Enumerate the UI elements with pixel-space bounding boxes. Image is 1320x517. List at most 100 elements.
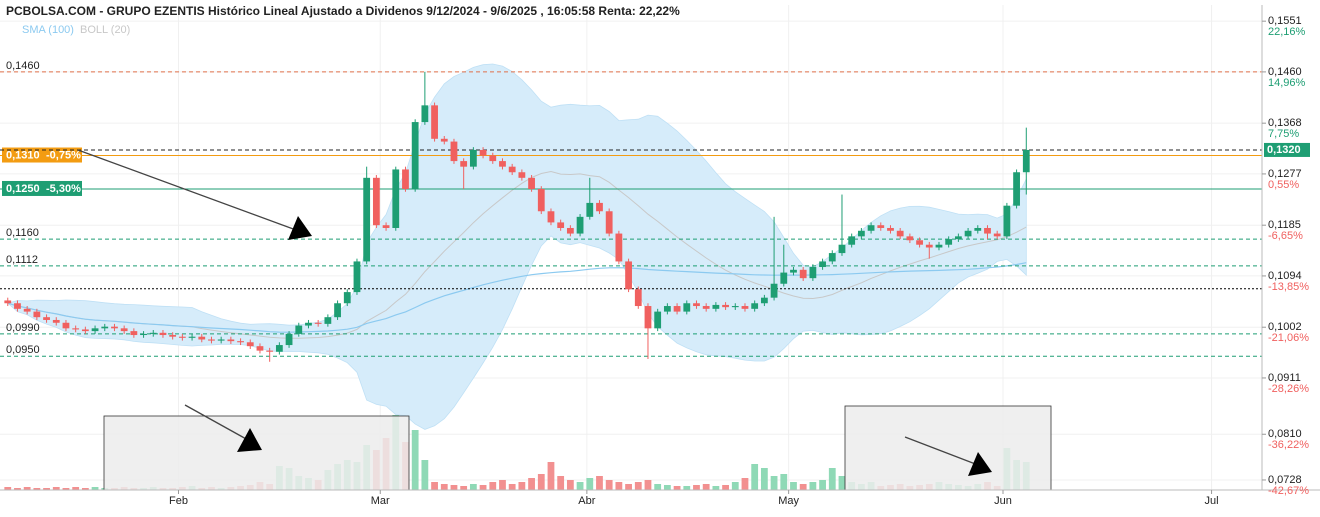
volume-bar bbox=[799, 484, 807, 490]
candle-body bbox=[518, 172, 526, 178]
volume-bar bbox=[673, 486, 681, 490]
level-label: 0,0950 bbox=[6, 344, 40, 356]
candle-body bbox=[372, 177, 380, 226]
candle-body bbox=[993, 233, 1001, 237]
candle-body bbox=[615, 233, 623, 262]
candle-body bbox=[198, 336, 206, 340]
candle-body bbox=[819, 261, 826, 268]
volume-bar bbox=[450, 485, 458, 490]
y-tick-return: -42,67% bbox=[1268, 485, 1309, 497]
volume-bar bbox=[62, 488, 70, 490]
candle-body bbox=[91, 328, 99, 332]
candle-body bbox=[237, 341, 244, 343]
candle-body bbox=[411, 122, 419, 189]
candle-body bbox=[460, 161, 468, 167]
y-tick-return: -36,22% bbox=[1268, 439, 1309, 451]
volume-bar bbox=[508, 484, 516, 490]
volume-bar bbox=[712, 486, 720, 490]
level-label: 0,1460 bbox=[6, 60, 40, 72]
volume-bar bbox=[489, 482, 497, 490]
volume-bar bbox=[547, 462, 555, 490]
candle-body bbox=[576, 216, 584, 234]
volume-bar bbox=[431, 482, 438, 490]
x-tick-label: Mar bbox=[371, 495, 390, 507]
candle-body bbox=[1022, 149, 1030, 173]
candle-body bbox=[324, 317, 332, 324]
candle-body bbox=[81, 329, 89, 332]
candle-body bbox=[625, 261, 632, 290]
volume-bar bbox=[72, 487, 80, 490]
candle-body bbox=[111, 326, 118, 329]
volume-bar bbox=[528, 478, 535, 490]
candle-body bbox=[760, 297, 768, 304]
candle-body bbox=[23, 308, 31, 312]
candle-body bbox=[654, 311, 662, 329]
x-tick-label: Feb bbox=[169, 495, 188, 507]
volume-bar bbox=[780, 474, 788, 490]
annotation-box bbox=[844, 405, 1052, 491]
candle-body bbox=[887, 227, 894, 231]
level-label: 0,1112 bbox=[6, 254, 38, 266]
annotation-arrows bbox=[77, 149, 992, 476]
candle-body bbox=[382, 225, 390, 228]
candle-body bbox=[508, 166, 516, 173]
candle-body bbox=[974, 227, 982, 231]
volume-bar bbox=[644, 480, 652, 490]
candle-body bbox=[663, 306, 671, 312]
candle-body bbox=[149, 332, 157, 334]
candle-body bbox=[33, 311, 41, 318]
annotation-box bbox=[103, 415, 410, 491]
arrow bbox=[77, 149, 297, 231]
candle-body bbox=[634, 289, 642, 307]
candle-body bbox=[469, 149, 477, 167]
volume-bar bbox=[722, 485, 729, 490]
candle-body bbox=[402, 169, 409, 189]
candle-body bbox=[1003, 205, 1011, 237]
y-tick-return: 22,16% bbox=[1268, 26, 1306, 38]
x-tick-label: May bbox=[778, 495, 799, 507]
y-tick-label: 0,1368 bbox=[1268, 117, 1302, 129]
candle-body bbox=[14, 303, 21, 309]
candle-body bbox=[916, 240, 923, 245]
candle-body bbox=[275, 345, 283, 352]
arrow bbox=[904, 436, 979, 466]
volume-bar bbox=[693, 485, 700, 490]
last-price-tag bbox=[1264, 142, 1310, 157]
volume-bar bbox=[809, 482, 817, 490]
volume-bar bbox=[731, 482, 739, 490]
last-price-label: 0,1320 bbox=[1267, 144, 1301, 156]
volume-bar bbox=[663, 485, 671, 490]
candle-body bbox=[557, 222, 565, 228]
y-tick-label: 0,1460 bbox=[1268, 66, 1302, 78]
chart-title: PCBOLSA.COM - GRUPO EZENTIS Histórico Li… bbox=[6, 4, 680, 18]
candle-body bbox=[159, 332, 167, 336]
volume-bar bbox=[634, 482, 642, 490]
candle-body bbox=[809, 267, 817, 279]
candle-body bbox=[964, 230, 972, 237]
volume-bar bbox=[586, 478, 594, 490]
volume-bar bbox=[479, 485, 487, 490]
candle-body bbox=[683, 303, 691, 312]
candle-body bbox=[770, 283, 778, 298]
y-tick-return: -28,26% bbox=[1268, 383, 1309, 395]
candle-body bbox=[702, 306, 710, 309]
volume-bar bbox=[4, 487, 12, 490]
candle-body bbox=[693, 303, 700, 307]
volume-bar bbox=[33, 488, 41, 490]
level-label: 0,1310 bbox=[6, 149, 40, 161]
level-tag bbox=[2, 147, 82, 163]
levels: 0,1460 0,1310 -0,75% 0,1250 -5,30% 0,1160 0,11… bbox=[0, 60, 1262, 357]
candle-body bbox=[528, 177, 535, 189]
candle-body bbox=[828, 253, 836, 262]
volume-bar bbox=[52, 487, 60, 490]
candle-body bbox=[673, 306, 681, 312]
candle-body bbox=[295, 325, 303, 334]
candle-body bbox=[644, 306, 652, 329]
candle-body bbox=[392, 169, 400, 228]
volume-bar bbox=[596, 476, 603, 490]
candle-body bbox=[877, 225, 885, 228]
candle-body bbox=[334, 303, 341, 318]
volume-bar bbox=[469, 484, 477, 490]
